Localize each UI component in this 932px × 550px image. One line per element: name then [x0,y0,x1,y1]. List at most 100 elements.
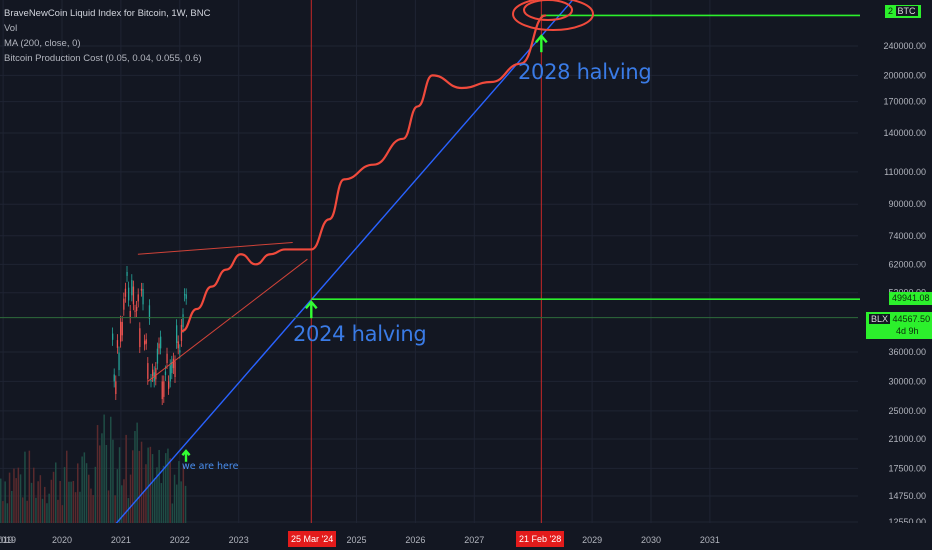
volume-bar [105,444,108,523]
volume-bar [63,467,66,523]
y-tick-label: 14750.00 [888,491,926,501]
y-tick-label: 110000.00 [884,167,926,177]
price-candle [152,369,154,377]
price-candle [169,365,171,382]
price-candle [132,286,135,305]
price-candle [166,353,168,363]
volume-bar [114,495,116,523]
y-tick-label: 170000.00 [883,97,926,107]
volume-bar [30,482,33,523]
time-badge-2028: 21 Feb '28 [516,531,565,547]
price-candle [142,288,144,305]
volume-bar [151,454,154,523]
price-candle [182,314,184,327]
volume-bar [24,451,26,523]
price-candle [184,294,186,296]
price-candle [168,381,170,389]
arrow-here-icon-head [181,449,191,456]
time-badge-2024: 25 Mar '24 [288,531,337,547]
volume-bar [156,467,158,523]
y-tick-label: 62000.00 [888,259,926,269]
volume-bar [55,462,57,523]
volume-bar [15,478,17,523]
volume-bar [33,467,35,523]
price-candles [112,265,187,406]
volume-bar [134,431,136,523]
time-axis-bg [0,523,932,550]
volume-bar [6,503,9,523]
volume-bar [123,479,125,523]
volume-bar [118,447,121,523]
volume-bar [11,490,13,523]
volume-bar [19,474,22,523]
volume-bar [182,464,185,523]
volume-bar [70,481,72,523]
volume-bar [160,483,163,523]
volume-bar [162,465,165,523]
volume-bar [154,478,156,523]
price-candle [156,348,159,364]
price-candle [150,379,152,382]
volume-bar [0,478,2,523]
volume-bar [143,490,145,523]
legend-ma: MA (200, close, 0) [4,38,81,49]
price-candle [120,321,122,342]
volume-bar [35,497,37,523]
price-candle [180,324,183,341]
price-candle [155,368,157,380]
trend-line [110,0,574,530]
volume-bar [17,467,20,523]
volume-bar [138,450,141,523]
price-candle [136,307,138,312]
price-tag-top-value: 2 [888,6,894,16]
volume-bar [44,486,46,523]
arrow-2024-icon-head [304,300,318,310]
y-tick-label: 200000.00 [883,70,926,80]
volume-bar [39,475,42,523]
annotation-2024-halving: 2024 halving [293,322,427,346]
volume-bar [101,433,103,523]
y-tick-label: 140000.00 [883,128,926,138]
volume-bar [59,480,61,523]
arrow-here-icon [181,449,191,462]
y-tick-label: 90000.00 [888,199,926,209]
volume-bar [13,468,15,523]
price-candle [112,333,114,340]
volume-bar [116,469,119,523]
y-tick-label: 21000.00 [888,434,926,444]
volume-bar [145,464,147,523]
price-candle [131,280,133,296]
volume-bar [46,503,48,523]
x-tick-label: 2022 [170,535,190,545]
price-candle [164,371,167,376]
volume-bar [85,463,88,523]
y-tick-label: 36000.00 [888,347,926,357]
volume-bar [99,445,101,523]
price-candle [179,350,181,353]
volume-bar [92,495,94,523]
volume-bar [2,501,4,523]
volume-bar [129,474,132,523]
x-tick-label: 2023 [229,535,249,545]
volume-bar [147,447,149,523]
volume-bar [83,452,86,523]
legend-production-cost: Bitcoin Production Cost (0.05, 0.04, 0.0… [4,53,202,64]
price-candle [148,305,151,319]
volume-bar [171,503,174,523]
volume-bar [4,481,6,523]
annotation-we-are-here: we are here [182,461,239,472]
price-tag-current: BLX 44567.50 4d 9h [866,312,932,339]
price-tag-level-2024: 49941.08 [889,292,932,305]
price-candle [137,294,139,302]
price-candle [134,310,136,312]
legend-volume: Vol [4,23,18,34]
volume-bar [66,450,68,523]
x-tick-label: 2030 [641,535,661,545]
volume-bar [96,425,99,523]
volume-bar [107,490,110,523]
wedge-lower-line [147,258,308,382]
x-tick-label: 2027 [464,535,484,545]
volume-bar [28,450,31,523]
